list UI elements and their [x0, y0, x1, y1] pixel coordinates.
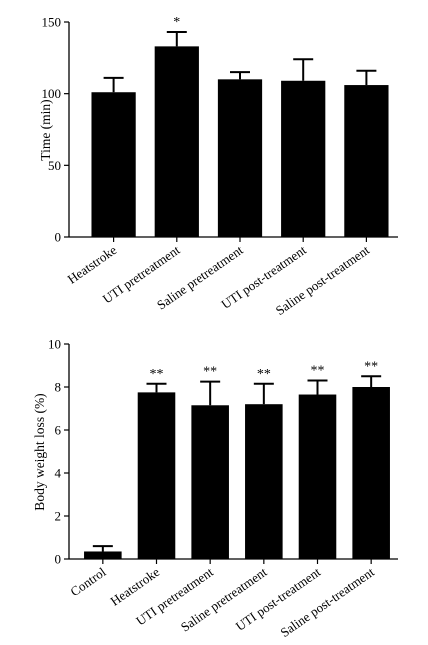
x-tick-label: Saline post-treatment	[277, 564, 377, 640]
significance-label: **	[311, 364, 325, 379]
significance-label: **	[257, 367, 271, 382]
y-tick-label: 100	[42, 86, 62, 101]
significance-label: **	[364, 359, 378, 374]
bar	[154, 46, 199, 237]
significance-label: **	[203, 365, 217, 380]
y-tick-label: 0	[55, 552, 62, 567]
y-tick-label: 10	[48, 337, 61, 352]
bar	[217, 79, 263, 237]
x-tick-label: Control	[67, 564, 108, 599]
y-tick-label: 2	[55, 509, 62, 524]
y-axis-label: Time (min)	[38, 99, 53, 160]
bar	[137, 392, 176, 559]
bar	[84, 551, 122, 559]
y-tick-label: 4	[55, 466, 62, 481]
y-tick-label: 150	[42, 15, 62, 30]
bar	[352, 387, 390, 559]
y-tick-label: 0	[55, 230, 62, 245]
significance-label: **	[150, 367, 164, 382]
y-axis-label: Body weight loss (%)	[32, 393, 47, 510]
bar	[191, 405, 229, 559]
significance-label: *	[173, 15, 180, 30]
y-tick-label: 8	[55, 380, 62, 395]
bar	[91, 92, 136, 237]
bar	[298, 394, 337, 559]
bar	[344, 85, 389, 237]
x-tick-label: Heatstroke	[65, 242, 120, 287]
bar	[281, 80, 326, 238]
bar	[245, 404, 283, 559]
y-tick-label: 6	[55, 423, 62, 438]
y-tick-label: 50	[48, 158, 61, 173]
